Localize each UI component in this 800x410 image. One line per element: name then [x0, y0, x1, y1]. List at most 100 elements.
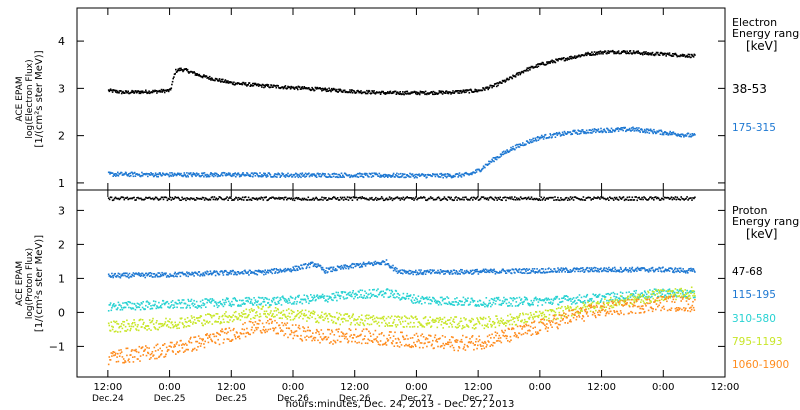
data-point [535, 65, 537, 68]
data-point [209, 298, 212, 300]
data-point [637, 197, 639, 199]
data-point [668, 133, 670, 136]
data-point [389, 90, 392, 93]
data-point [392, 322, 394, 324]
data-point [154, 174, 156, 176]
data-point [140, 274, 143, 277]
data-point [153, 90, 156, 93]
data-point [444, 297, 446, 300]
data-point [144, 91, 146, 93]
data-point [111, 328, 114, 331]
data-point [155, 196, 158, 199]
data-point [238, 315, 241, 317]
data-point [332, 266, 335, 269]
data-point [521, 319, 523, 322]
data-point [158, 326, 161, 329]
data-point [631, 196, 634, 199]
data-point [610, 298, 612, 301]
data-point [423, 326, 426, 328]
data-point [139, 318, 142, 321]
data-point [554, 298, 557, 300]
data-point [510, 316, 513, 318]
data-point [544, 298, 546, 300]
data-point [395, 270, 398, 273]
data-point [160, 90, 162, 92]
data-point [321, 311, 323, 314]
data-point [485, 297, 488, 299]
data-point [581, 270, 583, 272]
data-point [678, 267, 681, 270]
data-point [227, 274, 229, 276]
data-point [469, 303, 471, 306]
data-point [265, 310, 268, 313]
data-point [109, 173, 111, 175]
data-point [448, 319, 451, 321]
data-point [186, 306, 188, 308]
data-point [276, 272, 279, 274]
data-point [251, 197, 254, 199]
data-point [542, 299, 544, 301]
data-point [397, 176, 399, 178]
data-point [178, 301, 181, 304]
data-point [132, 322, 134, 324]
data-point [490, 84, 493, 87]
data-point [390, 197, 393, 199]
data-point [231, 303, 234, 306]
data-point [532, 137, 534, 140]
data-point [232, 314, 234, 316]
data-point [234, 315, 236, 318]
data-point [556, 270, 559, 273]
data-point [207, 174, 210, 177]
data-point [339, 196, 342, 199]
data-point [635, 267, 637, 270]
data-point [238, 82, 240, 85]
data-point [636, 266, 639, 269]
data-point [606, 51, 609, 54]
data-point [304, 309, 307, 312]
data-point [148, 173, 150, 175]
data-point [319, 87, 321, 89]
data-point [462, 271, 464, 274]
data-point [324, 87, 326, 90]
data-point [172, 77, 174, 80]
data-point [515, 301, 518, 303]
data-point [440, 172, 443, 175]
data-point [439, 269, 442, 271]
data-point [160, 325, 163, 328]
data-point [582, 267, 584, 269]
data-point [290, 197, 293, 199]
data-point [349, 89, 351, 91]
data-point [228, 272, 231, 275]
data-point [160, 88, 163, 91]
data-point [557, 269, 560, 271]
data-point [569, 269, 572, 271]
data-point [622, 196, 625, 198]
data-point [647, 128, 649, 131]
data-point [589, 269, 592, 271]
data-point [507, 150, 509, 152]
data-point [116, 174, 118, 177]
data-point [450, 196, 452, 199]
data-point [180, 317, 183, 319]
data-point [370, 92, 373, 94]
data-point [235, 196, 237, 199]
data-point [454, 197, 456, 199]
data-point [232, 269, 234, 272]
data-point [351, 199, 354, 201]
data-point [424, 93, 426, 96]
data-point [509, 196, 511, 199]
data-point [246, 85, 248, 87]
data-point [351, 175, 353, 177]
data-point [398, 316, 401, 318]
data-point [127, 174, 129, 176]
data-point [360, 264, 363, 266]
data-point [595, 267, 597, 269]
data-point [111, 199, 114, 202]
data-point [604, 50, 607, 53]
data-point [370, 292, 372, 295]
data-point [661, 197, 664, 200]
data-point [195, 199, 197, 201]
data-point [271, 272, 274, 275]
data-point [177, 303, 179, 305]
data-point [544, 315, 546, 318]
